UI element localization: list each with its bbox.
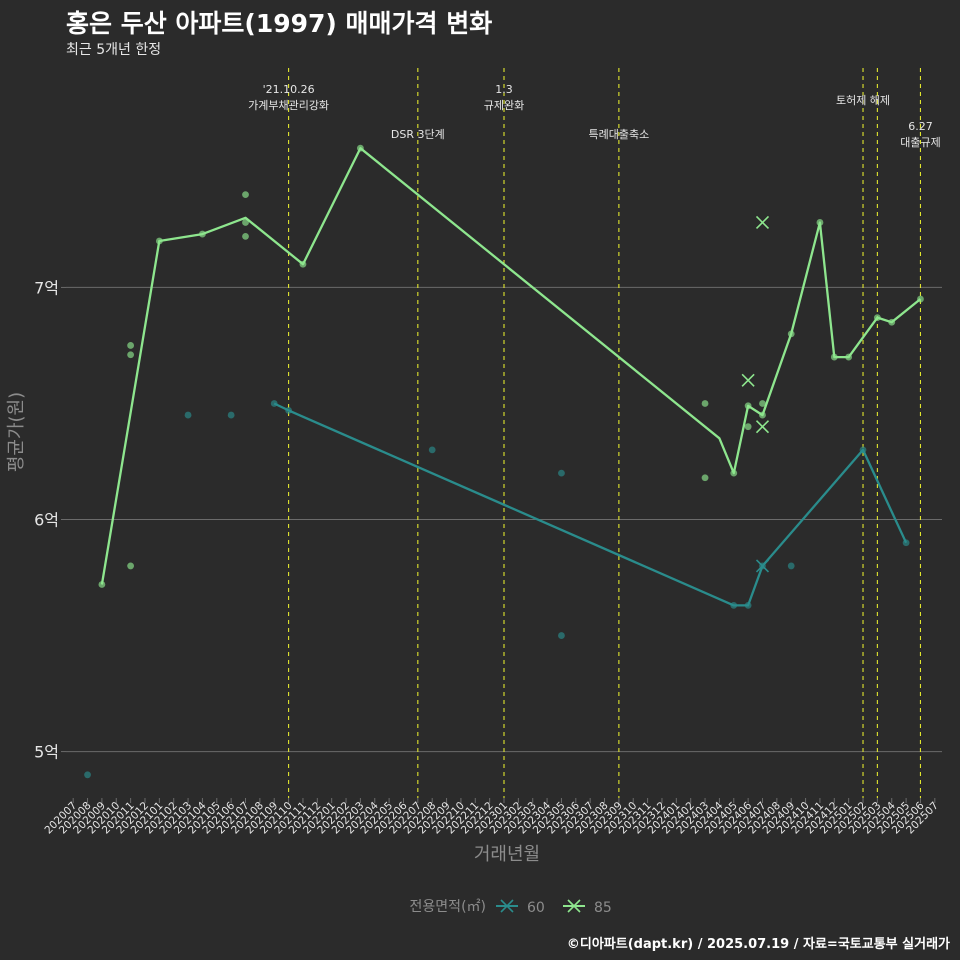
data-point-60	[744, 601, 752, 609]
cross-point-85	[755, 215, 770, 230]
data-point-60	[227, 411, 235, 419]
data-point-85	[242, 191, 249, 199]
data-point-60	[730, 601, 738, 609]
series-line-60	[273, 402, 908, 607]
data-point-60	[859, 446, 867, 454]
event-label: 토허제 해제	[836, 93, 890, 107]
cross-point-60	[755, 559, 770, 573]
data-point-85	[356, 144, 364, 152]
data-point-85	[830, 353, 838, 361]
data-point-60	[558, 632, 565, 639]
data-point-60	[184, 411, 192, 419]
data-point-85	[744, 402, 752, 410]
event-label: 대출규제	[900, 136, 940, 149]
data-point-85	[701, 400, 709, 407]
data-point-85	[917, 295, 924, 303]
event-label: DSR 3단계	[391, 128, 445, 141]
data-point-85	[787, 330, 795, 338]
data-point-85	[155, 237, 163, 245]
series-points	[84, 144, 924, 779]
cross-point-85	[755, 420, 770, 434]
data-point-85	[744, 423, 752, 431]
data-point-60	[428, 446, 436, 454]
data-point-85	[199, 230, 206, 238]
data-point-60	[787, 562, 795, 570]
event-label: 특례대출축소	[589, 128, 650, 141]
y-tick-label: 7억	[34, 278, 59, 297]
data-point-85	[845, 353, 853, 361]
data-point-85	[816, 219, 824, 226]
data-point-60	[270, 400, 278, 407]
data-point-60	[285, 407, 292, 414]
cross-point-85	[741, 373, 755, 387]
legend-title: 전용면적(㎡)	[410, 899, 486, 915]
data-point-85	[759, 411, 766, 419]
data-point-60	[558, 469, 565, 477]
data-point-60	[902, 539, 910, 547]
legend-label-85: 85	[594, 900, 612, 916]
data-point-85	[242, 232, 249, 240]
legend-label-60: 60	[527, 900, 545, 916]
data-point-85	[98, 581, 106, 588]
source-caption: ©디아파트(dapt.kr) / 2025.07.19 / 자료=국토교통부 실…	[566, 937, 950, 952]
data-point-85	[730, 469, 738, 477]
data-point-60	[84, 771, 91, 779]
event-label: 가계부채관리강화	[248, 99, 329, 112]
legend-cross-icon	[567, 899, 581, 913]
chart-subtitle: 최근 5개년 한정	[66, 42, 162, 58]
data-point-85	[127, 351, 135, 359]
y-axis-label: 평균가(원)	[6, 392, 27, 472]
y-tick-label: 5억	[34, 743, 59, 762]
event-label: 1.3	[495, 83, 513, 96]
chart-title: 홍은 두산 아파트(1997) 매매가격 변화	[66, 9, 493, 38]
data-point-85	[701, 474, 709, 482]
x-axis-label: 거래년월	[474, 844, 540, 865]
data-point-85	[873, 314, 881, 322]
y-axis: 5억 6억 7억	[34, 278, 66, 762]
data-point-85	[759, 400, 766, 407]
x-axis: 2020072020082020092020102020112020122021…	[42, 798, 941, 836]
data-point-85	[242, 219, 249, 226]
data-point-85	[127, 562, 135, 570]
event-lines	[288, 68, 922, 798]
legend: 전용면적(㎡) 60 85	[410, 899, 612, 916]
legend-cross-icon	[500, 899, 514, 913]
data-point-85	[299, 260, 307, 268]
event-label: '21.10.26	[263, 83, 315, 96]
data-point-85	[888, 318, 896, 326]
event-label: 6.27	[908, 120, 933, 133]
data-point-85	[127, 342, 135, 349]
event-label: 규제완화	[484, 99, 524, 112]
series-lines	[100, 147, 922, 607]
y-tick-label: 6억	[34, 511, 59, 530]
